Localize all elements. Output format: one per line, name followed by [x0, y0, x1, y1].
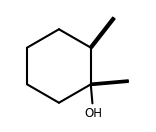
Text: OH: OH — [85, 107, 103, 120]
